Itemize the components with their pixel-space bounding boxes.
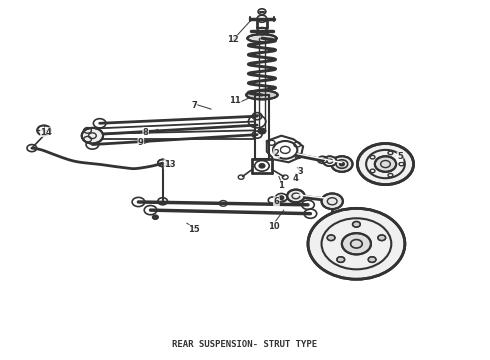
Circle shape xyxy=(258,128,266,134)
Text: 3: 3 xyxy=(298,167,304,176)
Circle shape xyxy=(340,162,344,166)
Circle shape xyxy=(287,190,305,202)
Circle shape xyxy=(331,156,352,172)
Text: 10: 10 xyxy=(268,221,280,230)
Circle shape xyxy=(378,235,386,240)
Circle shape xyxy=(279,196,284,199)
Circle shape xyxy=(375,156,396,172)
Circle shape xyxy=(368,257,376,262)
Ellipse shape xyxy=(246,90,278,99)
Circle shape xyxy=(352,221,360,227)
Text: 14: 14 xyxy=(41,128,52,137)
Text: 2: 2 xyxy=(273,149,279,158)
Text: 11: 11 xyxy=(229,96,241,105)
Circle shape xyxy=(321,193,343,209)
Text: 12: 12 xyxy=(227,36,239,45)
Circle shape xyxy=(323,156,337,166)
Ellipse shape xyxy=(247,34,276,42)
Circle shape xyxy=(82,128,103,144)
Text: 4: 4 xyxy=(293,174,299,183)
Circle shape xyxy=(308,208,405,279)
Circle shape xyxy=(152,215,158,219)
Text: 9: 9 xyxy=(138,138,144,147)
Circle shape xyxy=(342,233,371,255)
Circle shape xyxy=(259,164,265,168)
Text: 8: 8 xyxy=(143,128,148,137)
Text: REAR SUSPENSION- STRUT TYPE: REAR SUSPENSION- STRUT TYPE xyxy=(172,340,318,349)
Text: 7: 7 xyxy=(191,101,197,110)
Circle shape xyxy=(357,144,414,185)
Text: 1: 1 xyxy=(278,181,284,190)
Circle shape xyxy=(337,257,344,262)
Text: 15: 15 xyxy=(188,225,200,234)
Circle shape xyxy=(327,235,335,240)
Text: 5: 5 xyxy=(397,153,403,162)
Text: 6: 6 xyxy=(273,197,279,206)
Text: 13: 13 xyxy=(164,159,176,168)
Circle shape xyxy=(320,158,324,161)
